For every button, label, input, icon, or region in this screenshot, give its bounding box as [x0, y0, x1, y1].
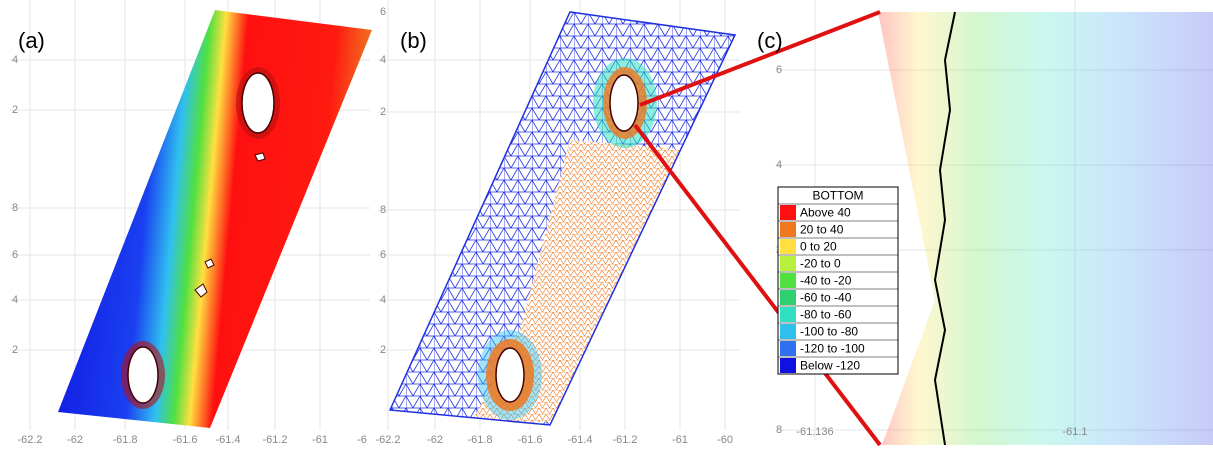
legend-swatch [780, 205, 796, 220]
panel-b-mesh [380, 0, 740, 440]
legend-label: -100 to -80 [800, 325, 858, 339]
y-tick-label: 2 [380, 344, 386, 356]
panel-label: (b) [400, 28, 427, 53]
y-tick-label: 4 [12, 294, 18, 306]
x-tick-label: -61.4 [567, 434, 592, 446]
legend-swatch [780, 324, 796, 339]
figure: -62.2 -62 -61.8 -61.6 -61.4 -61.2 -61 -6 4 2 8 6 4 2 (… [0, 0, 1213, 455]
legend-title: BOTTOM [812, 189, 863, 203]
y-tick-label: 2 [12, 104, 18, 116]
y-tick-label: 4 [380, 54, 386, 66]
panel-label: (a) [18, 28, 45, 53]
legend-label: 20 to 40 [800, 223, 844, 237]
panel-c-zoom [635, 0, 1213, 455]
legend-swatch [780, 307, 796, 322]
panel-label: (c) [757, 28, 783, 53]
y-tick-label: 6 [12, 249, 18, 261]
panel-a-map [58, 10, 372, 428]
x-tick-label: -62 [427, 434, 443, 446]
x-tick-label: -61.1 [1062, 426, 1087, 438]
legend-label: Below -120 [800, 359, 860, 373]
y-tick-label: 6 [776, 64, 782, 76]
y-tick-label: 4 [12, 54, 18, 66]
y-tick-label: 8 [776, 424, 782, 436]
y-tick-label: 2 [12, 344, 18, 356]
x-tick-label: -61.4 [215, 434, 240, 446]
legend-label: -80 to -60 [800, 308, 852, 322]
x-tick-label: -61.136 [796, 426, 833, 438]
x-tick-label: -62.2 [17, 434, 42, 446]
x-tick-label: -61.8 [112, 434, 137, 446]
legend-label: 0 to 20 [800, 240, 837, 254]
legend-label: -60 to -40 [800, 291, 852, 305]
legend-swatch [780, 273, 796, 288]
y-tick-label: 2 [380, 106, 386, 118]
x-tick-label: -61.6 [172, 434, 197, 446]
x-tick-label: -61.6 [517, 434, 542, 446]
x-tick-label: -6 [357, 434, 367, 446]
x-tick-label: -62 [67, 434, 83, 446]
y-tick-label: 4 [776, 159, 782, 171]
legend-swatch [780, 256, 796, 271]
legend-swatch [780, 341, 796, 356]
x-tick-label: -60 [717, 434, 733, 446]
x-tick-label: -61 [672, 434, 688, 446]
legend-label: -40 to -20 [800, 274, 852, 288]
legend-swatch [780, 290, 796, 305]
legend-swatch [780, 358, 796, 373]
y-tick-label: 6 [380, 249, 386, 261]
y-tick-label: 8 [12, 202, 18, 214]
y-tick-label: 8 [380, 204, 386, 216]
legend-label: -20 to 0 [800, 257, 841, 271]
legend-swatch [780, 222, 796, 237]
x-tick-label: -61.8 [467, 434, 492, 446]
x-tick-label: -61.2 [262, 434, 287, 446]
y-tick-label: 6 [380, 6, 386, 18]
y-tick-label: 4 [380, 294, 386, 306]
x-tick-label: -61.2 [612, 434, 637, 446]
x-tick-label: -62.2 [375, 434, 400, 446]
x-tick-label: -61 [312, 434, 328, 446]
legend-label: -120 to -100 [800, 342, 865, 356]
legend-label: Above 40 [800, 206, 851, 220]
legend-swatch [780, 239, 796, 254]
legend: BOTTOM Above 40 20 to 40 0 to 20 -20 to 0 -40… [778, 187, 898, 374]
